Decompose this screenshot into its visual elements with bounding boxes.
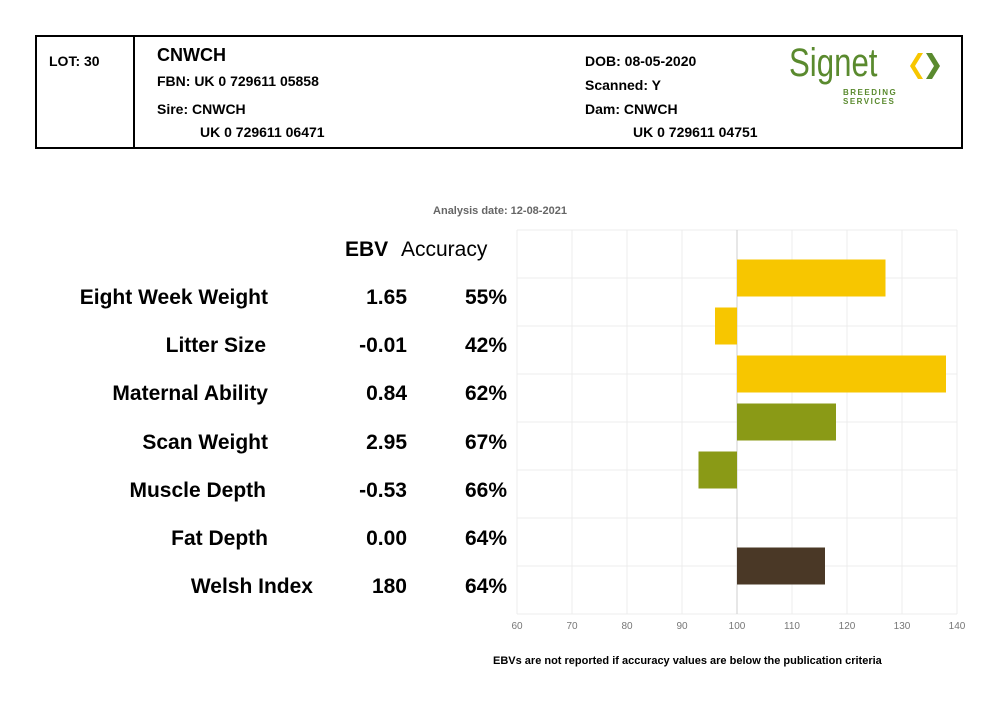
fbn-number: FBN: UK 0 729611 05858 [157, 73, 319, 89]
signet-logo: Signet BREEDING SERVICES [789, 41, 949, 106]
analysis-date: Analysis date: 12-08-2021 [433, 205, 567, 217]
bar [698, 451, 737, 489]
x-tick-label: 140 [949, 621, 966, 632]
sire-label: Sire: CNWCH [157, 101, 246, 117]
scanned-status: Scanned: Y [585, 77, 661, 93]
x-tick-label: 110 [784, 621, 800, 632]
trait-name: Eight Week Weight [79, 286, 268, 309]
trait-accuracy: 64% [464, 575, 507, 599]
lot-number: LOT: 30 [49, 53, 100, 69]
trait-accuracy: 64% [464, 527, 507, 550]
animal-name: CNWCH [157, 45, 226, 65]
x-tick-label: 90 [676, 621, 688, 632]
x-tick-label: 120 [839, 621, 856, 632]
trait-name: Muscle Depth [129, 478, 266, 502]
accuracy-column-header: Accuracy [401, 238, 488, 261]
x-tick-label: 80 [621, 621, 633, 632]
logo-subtext: BREEDING SERVICES [843, 88, 898, 106]
trait-name: Scan Weight [142, 430, 268, 454]
trait-accuracy: 66% [464, 478, 507, 502]
bar [737, 403, 836, 441]
trait-name: Litter Size [165, 334, 266, 358]
trait-ebv: 180 [371, 575, 407, 599]
trait-ebv: 2.95 [366, 430, 407, 454]
sire-id: UK 0 729611 06471 [200, 124, 325, 140]
x-tick-label: 70 [566, 621, 578, 632]
animal-info-box: LOT: 30 CNWCH FBN: UK 0 729611 05858 Sir… [35, 35, 963, 149]
ebv-bar-chart: 60 70 80 90 100 110 120 130 140 [511, 229, 966, 632]
dam-label: Dam: CNWCH [585, 101, 678, 117]
trait-name: Maternal Ability [112, 382, 268, 406]
logo-chevrons-icon [910, 53, 940, 79]
bar [737, 259, 886, 297]
bar [715, 307, 737, 345]
trait-accuracy: 67% [464, 430, 507, 454]
trait-accuracy: 42% [464, 334, 507, 358]
ebv-column-header: EBV [345, 238, 389, 261]
trait-name: Welsh Index [190, 575, 313, 599]
lot-cell: LOT: 30 [37, 37, 135, 147]
bar [737, 547, 825, 585]
logo-text: Signet [789, 41, 878, 85]
trait-name: Fat Depth [171, 527, 268, 550]
footnote: EBVs are not reported if accuracy values… [493, 655, 882, 667]
x-tick-label: 60 [511, 621, 523, 632]
dam-id: UK 0 729611 04751 [633, 124, 758, 140]
trait-ebv: 0.00 [366, 527, 407, 550]
trait-ebv: -0.53 [359, 478, 407, 502]
trait-ebv: 1.65 [366, 286, 407, 309]
x-tick-label: 100 [729, 621, 746, 632]
trait-ebv: 0.84 [366, 382, 407, 406]
date-of-birth: DOB: 08-05-2020 [585, 53, 697, 69]
trait-accuracy: 55% [464, 286, 507, 309]
bar [737, 355, 946, 393]
x-tick-label: 130 [894, 621, 911, 632]
trait-accuracy: 62% [464, 382, 507, 406]
trait-ebv: -0.01 [359, 334, 407, 358]
